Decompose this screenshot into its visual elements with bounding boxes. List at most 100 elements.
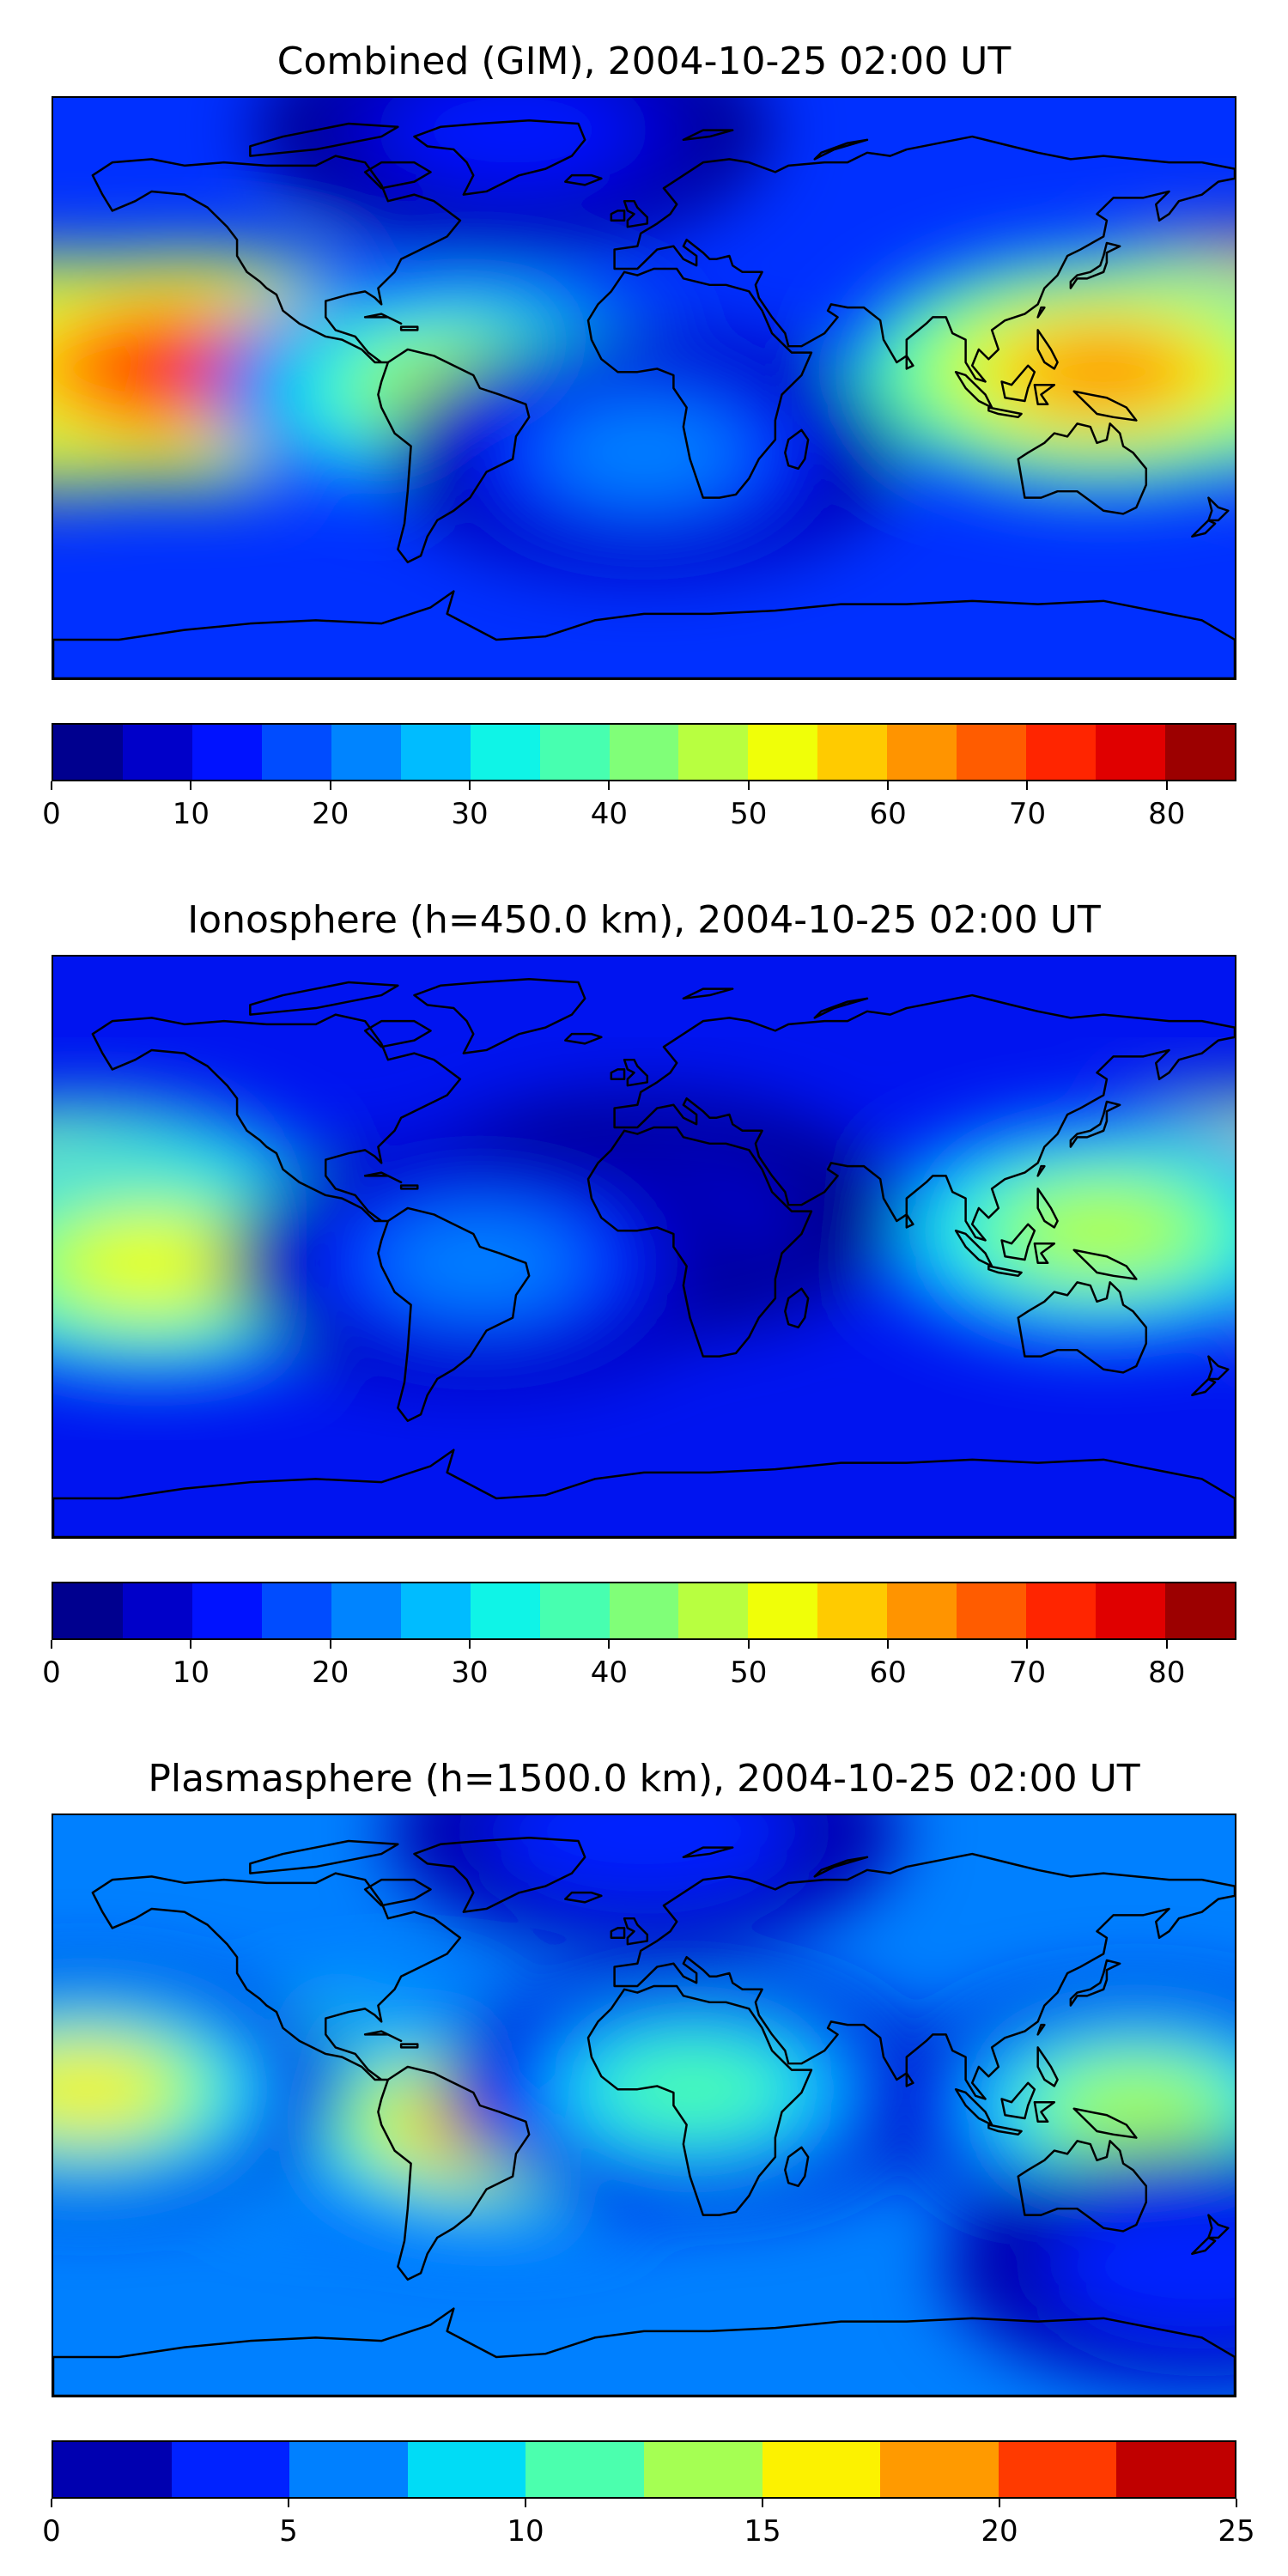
field-feature-arctic-low xyxy=(489,1815,799,1905)
coastline xyxy=(413,119,586,196)
colorbar-tick-label: 60 xyxy=(869,797,907,831)
colorbar-segment xyxy=(53,725,123,780)
coastline xyxy=(1036,329,1059,370)
field-feature-south-america xyxy=(387,1218,573,1308)
coastline xyxy=(564,1032,603,1045)
coastline xyxy=(413,1837,586,1913)
coastline xyxy=(249,1839,399,1874)
coastline xyxy=(399,325,419,331)
colorbar-tick xyxy=(999,2499,1000,2507)
colorbar-tick xyxy=(762,2499,763,2507)
colorbar-tick xyxy=(1026,1640,1029,1649)
colorbar-segment xyxy=(678,1583,749,1638)
coastline xyxy=(682,1846,734,1859)
colorbar-tick xyxy=(1165,1640,1168,1649)
colorbar-tick xyxy=(887,781,890,790)
colorbar-tick xyxy=(329,781,331,790)
colorbar-segment xyxy=(122,1583,192,1638)
field-feature-southeast-asia xyxy=(1023,1191,1185,1270)
panel-1-colorbar-ticks: 0 10 20 30 40 50 60 70 80 xyxy=(42,781,1236,833)
colorbar-segment xyxy=(171,2442,290,2497)
colorbar-tick xyxy=(525,2499,526,2507)
colorbar-segment xyxy=(470,1583,540,1638)
coastline xyxy=(1000,364,1036,403)
colorbar-tick-label: 30 xyxy=(451,1656,489,1690)
colorbar-segment xyxy=(53,1583,123,1638)
panel-1-colorbar xyxy=(52,723,1236,781)
colorbar-segment xyxy=(539,725,610,780)
colorbar-tick xyxy=(1236,2499,1237,2507)
colorbar-tick-label: 80 xyxy=(1148,1656,1186,1690)
colorbar-segment xyxy=(1096,725,1165,780)
coastline xyxy=(784,2146,810,2188)
coastline xyxy=(91,1872,462,2081)
coastline xyxy=(784,428,810,471)
coastline xyxy=(784,1287,810,1329)
panel-3-field xyxy=(53,1815,1235,2396)
colorbar-tick xyxy=(51,1640,52,1649)
colorbar-tick xyxy=(887,1640,890,1649)
colorbar-segment xyxy=(53,2442,172,2497)
coastline xyxy=(363,161,432,190)
colorbar-tick-label: 70 xyxy=(1008,797,1047,831)
colorbar-tick-label: 10 xyxy=(172,797,210,831)
coastline xyxy=(1036,2046,1059,2087)
colorbar-tick xyxy=(51,781,52,790)
colorbar-tick-label: 70 xyxy=(1008,1656,1047,1690)
coastline xyxy=(1191,2236,1217,2256)
coastline xyxy=(564,173,603,186)
world-coastline-icon xyxy=(53,1837,1235,2396)
world-coastline-icon xyxy=(53,119,1235,678)
colorbar-segment xyxy=(407,2442,526,2497)
coastline xyxy=(813,138,869,161)
coastline xyxy=(586,1984,813,2216)
coastline xyxy=(1033,2100,1056,2123)
colorbar-tick-label: 5 xyxy=(279,2514,298,2549)
coastline xyxy=(399,2043,419,2049)
colorbar-segment xyxy=(998,2442,1117,2497)
colorbar-segment xyxy=(887,725,957,780)
colorbar-tick xyxy=(288,2499,289,2507)
coastline xyxy=(1207,1355,1230,1381)
coastline xyxy=(91,155,462,364)
field-feature-pacific-ridge xyxy=(70,1224,233,1303)
colorbar-segment xyxy=(880,2442,999,2497)
coastline xyxy=(1017,422,1148,515)
coastline xyxy=(91,1013,462,1223)
colorbar-tick xyxy=(608,781,611,790)
colorbar-segment xyxy=(526,2442,644,2497)
coastline xyxy=(1017,2140,1148,2233)
coastline xyxy=(53,2307,1235,2396)
colorbar-segment xyxy=(643,2442,762,2497)
colorbar-tick-label: 0 xyxy=(42,2514,61,2549)
colorbar-tick-label: 10 xyxy=(507,2514,544,2549)
field-feature-southeast-asia xyxy=(1050,2063,1223,2148)
panel-2-field xyxy=(53,957,1235,1537)
coastline xyxy=(399,1184,419,1190)
colorbar-segment xyxy=(1026,1583,1097,1638)
colorbar-segment xyxy=(331,725,401,780)
colorbar-segment xyxy=(609,725,679,780)
colorbar-tick-label: 30 xyxy=(451,797,489,831)
coastline xyxy=(1069,241,1121,289)
colorbar-tick-label: 20 xyxy=(312,797,349,831)
coastline xyxy=(1207,496,1230,522)
colorbar-tick xyxy=(469,1640,471,1649)
colorbar-segment xyxy=(762,2442,881,2497)
coastline xyxy=(905,2072,914,2087)
coastline xyxy=(53,590,1235,678)
coastline xyxy=(905,1213,914,1229)
coastline xyxy=(363,313,403,325)
colorbar-tick xyxy=(747,1640,750,1649)
colorbar-segment xyxy=(400,1583,471,1638)
coastline xyxy=(987,1265,1023,1278)
coastline xyxy=(363,1171,403,1184)
colorbar-tick xyxy=(608,1640,611,1649)
coastline xyxy=(1017,1281,1148,1374)
colorbar-tick xyxy=(329,1640,331,1649)
coastline xyxy=(377,1206,531,1423)
coastline xyxy=(1207,2214,1230,2239)
colorbar-segment xyxy=(1165,725,1235,780)
coastline xyxy=(564,1891,603,1904)
colorbar-segment xyxy=(1165,1583,1235,1638)
